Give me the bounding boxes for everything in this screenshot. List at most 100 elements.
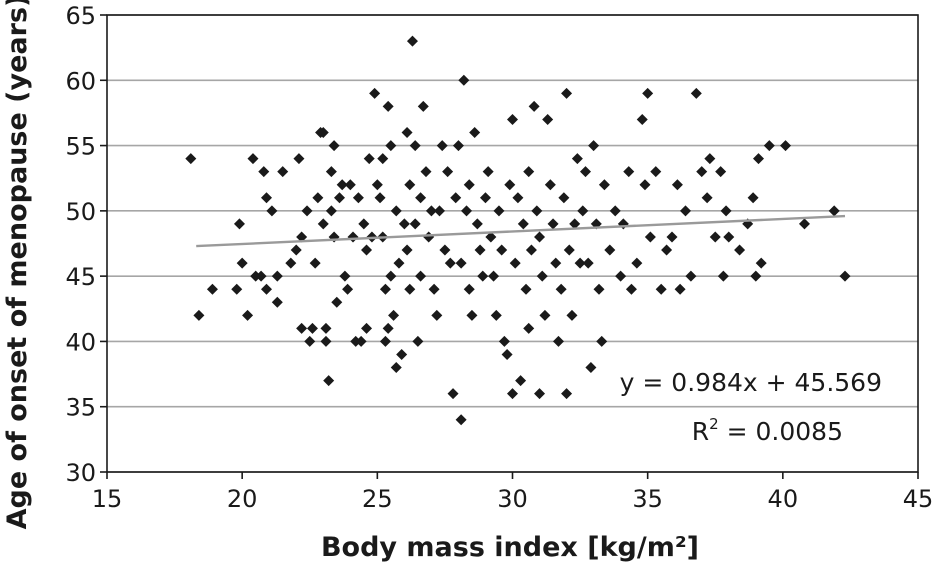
data-point [361,244,373,256]
data-point [377,153,389,165]
data-point [507,113,518,125]
x-tick-label-15: 15 [92,485,123,513]
data-point [479,192,491,204]
data-point [588,140,600,152]
data-point [369,87,381,99]
data-point [409,218,421,230]
data-point [309,257,321,269]
data-point [301,205,313,217]
data-point [242,309,254,321]
data-point [255,270,267,282]
data-point [466,309,478,321]
data-point [404,179,416,191]
data-point [271,270,283,282]
data-point [639,179,651,191]
data-point [507,388,518,400]
data-point [236,257,248,269]
data-point [780,140,792,152]
data-point [412,335,424,347]
data-point [425,205,437,217]
data-point [355,335,367,347]
data-point [717,270,729,282]
data-point [333,192,345,204]
data-point [347,231,359,243]
data-point [525,244,537,256]
x-tick-label-20: 20 [227,485,258,513]
x-tick-label-40: 40 [768,485,799,513]
y-tick-label-30: 30 [65,459,96,487]
data-point [709,231,721,243]
data-point [750,270,762,282]
data-point [671,179,683,191]
data-point [555,283,567,295]
data-point [285,257,297,269]
data-point [598,179,610,191]
data-point [463,179,475,191]
data-point [547,218,559,230]
data-point [536,270,548,282]
data-point [544,179,556,191]
data-point [593,283,605,295]
data-point [571,153,583,165]
r-squared-value: = 0.0085 [719,417,843,446]
y-tick-label-60: 60 [65,67,96,95]
y-tick-label-50: 50 [65,198,96,226]
data-point [485,231,497,243]
data-point [552,335,564,347]
data-point [550,257,562,269]
data-point [493,205,505,217]
data-point [523,322,535,334]
data-point [488,270,500,282]
data-point [317,218,329,230]
data-point [720,205,732,217]
data-point [517,218,529,230]
data-point [423,231,435,243]
data-point [420,166,432,178]
data-point [534,231,546,243]
data-point [482,166,494,178]
data-point [763,140,775,152]
data-point [753,153,765,165]
data-point [434,205,446,217]
data-point [604,244,616,256]
data-point [644,231,656,243]
data-point [206,283,218,295]
data-point [515,375,527,387]
data-point [401,127,413,139]
data-point [388,309,400,321]
data-point [569,218,581,230]
data-point [447,388,459,400]
data-point [331,296,343,308]
data-point [306,322,318,334]
data-point [404,283,416,295]
data-point [442,166,454,178]
data-point [512,192,524,204]
y-axis-ticks: 30 35 40 45 50 55 60 65 [65,2,107,487]
x-tick-label-30: 30 [497,485,528,513]
data-point [631,257,643,269]
data-points [185,35,851,426]
data-point [317,127,329,139]
data-point [271,296,283,308]
data-point [615,270,627,282]
data-point [723,231,735,243]
data-point [439,244,451,256]
data-point [401,244,413,256]
data-point [798,218,810,230]
data-point [325,166,337,178]
data-point [231,283,243,295]
data-point [385,140,397,152]
data-point [690,87,702,99]
data-point [344,179,356,191]
data-point [523,166,535,178]
data-point [363,153,375,165]
data-point [390,205,402,217]
data-point [520,283,532,295]
data-point [379,283,391,295]
data-point [574,257,586,269]
data-point [290,244,302,256]
data-point [352,192,364,204]
data-point [396,348,408,360]
data-point [531,205,543,217]
data-point [701,192,713,204]
